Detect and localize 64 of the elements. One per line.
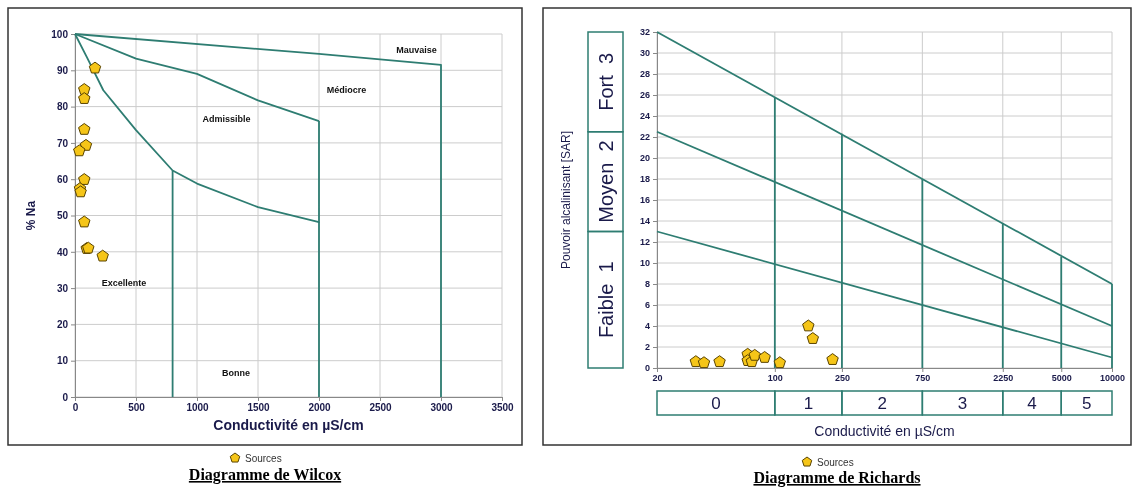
- text: Fort 3: [594, 52, 617, 111]
- text: Diagramme de Wilcox: [188, 466, 342, 484]
- x-tick-label: 2250: [993, 373, 1014, 384]
- y-tick-label: 30: [639, 48, 650, 59]
- x-tick-label: 1000: [186, 402, 210, 414]
- y-tick-label: 0: [644, 363, 650, 374]
- y-tick-label: 8: [644, 279, 650, 290]
- y-tick-label: 32: [639, 27, 650, 38]
- x-tick-label: 750: [915, 373, 931, 384]
- y-tick-label: 28: [639, 69, 650, 80]
- y-tick-label: 20: [56, 319, 69, 331]
- text: 1: [803, 394, 814, 413]
- text: Diagramme de Richards: [753, 469, 921, 487]
- text: 4: [1027, 394, 1037, 413]
- x-tick-label: 5000: [1051, 373, 1072, 384]
- x-tick-label: 250: [834, 373, 850, 384]
- legend-label: Sources: [817, 457, 854, 468]
- y-tick-label: 50: [56, 210, 69, 222]
- y-tick-label: 22: [639, 132, 650, 143]
- x-tick-label: 3000: [430, 402, 454, 414]
- y-axis-title: Pouvoir alcalinisant [SAR]: [559, 130, 573, 270]
- x-tick-label: 0: [72, 402, 79, 414]
- y-tick-label: 80: [56, 101, 69, 113]
- x-tick-label: 3500: [491, 402, 515, 414]
- y-tick-label: 16: [639, 195, 650, 206]
- y-tick-label: 4: [644, 321, 650, 332]
- x-tick-label: 500: [128, 402, 146, 414]
- x-tick-label: 10000: [1099, 373, 1126, 384]
- y-tick-label: 12: [639, 237, 650, 248]
- y-tick-label: 90: [56, 65, 69, 76]
- y-tick-label: 6: [644, 300, 650, 311]
- text: 5: [1081, 394, 1092, 413]
- y-tick-label: 2: [644, 342, 650, 353]
- y-tick-label: 40: [56, 246, 69, 258]
- y-tick-label: 26: [639, 90, 650, 101]
- x-axis-title: Conductivité en µS/cm: [213, 417, 364, 433]
- text: 2: [877, 394, 887, 413]
- text: Moyen 2: [594, 140, 617, 223]
- text: Faible 1: [594, 261, 617, 339]
- y-tick-label: 14: [639, 216, 650, 227]
- x-tick-label: 2000: [308, 402, 332, 414]
- y-tick-label: 10: [56, 355, 69, 367]
- y-tick-label: 20: [639, 153, 650, 164]
- annotation: Admissible: [202, 114, 251, 125]
- y-tick-label: 10: [639, 258, 650, 269]
- x-tick-label: 1500: [247, 402, 271, 414]
- annotation: Excellente: [101, 277, 147, 288]
- text: 3: [957, 394, 968, 413]
- x-tick-label: 20: [652, 373, 663, 384]
- y-tick-label: 100: [51, 28, 69, 40]
- y-tick-label: 30: [56, 282, 69, 294]
- x-tick-label: 2500: [369, 402, 393, 414]
- y-tick-label: 24: [639, 111, 650, 122]
- annotation: Bonne: [221, 368, 250, 379]
- legend-label: Sources: [245, 453, 282, 464]
- y-tick-label: 18: [639, 174, 650, 185]
- y-axis-title: % Na: [24, 200, 38, 231]
- x-tick-label: 100: [767, 373, 783, 384]
- y-tick-label: 70: [56, 137, 69, 149]
- y-tick-label: 0: [62, 391, 69, 403]
- annotation: Médiocre: [326, 85, 367, 96]
- y-tick-label: 60: [56, 173, 69, 185]
- x-axis-title: Conductivité en µS/cm: [814, 423, 955, 439]
- annotation: Mauvaise: [396, 44, 437, 55]
